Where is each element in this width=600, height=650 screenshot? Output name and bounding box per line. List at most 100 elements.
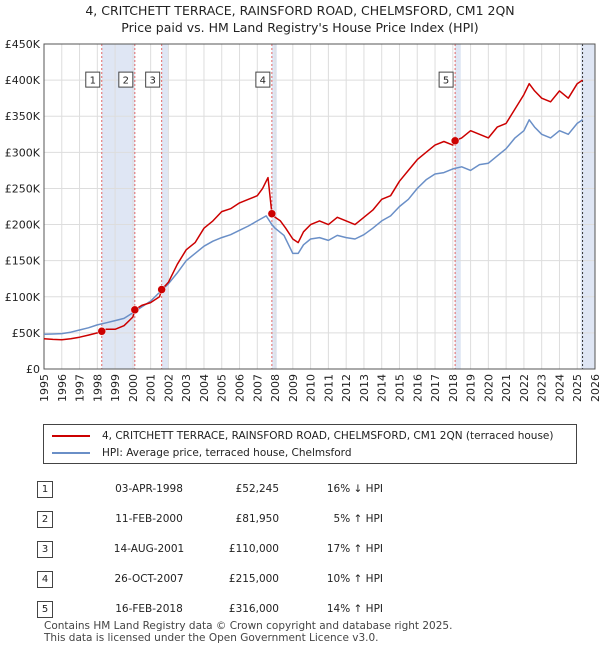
sale-label-number: 1 (90, 76, 96, 87)
sale-label-box (85, 71, 101, 88)
legend-item-hpi: HPI: Average price, terraced house, Chel… (52, 444, 351, 462)
x-tick-label: 2019 (465, 374, 478, 402)
sale-point (130, 305, 140, 315)
shaded-period (580, 44, 595, 369)
y-tick-label: £50K (12, 327, 41, 340)
sale-number: 2 (37, 510, 53, 528)
sales-table: 1 03-APR-1998 £52,245 16% ↓ HPI 2 11-FEB… (37, 474, 383, 624)
sale-price: £110,000 (228, 543, 279, 555)
sale-label-number: 5 (443, 76, 449, 87)
sale-label-box (145, 71, 161, 88)
sale-price: £316,000 (228, 603, 279, 615)
shaded-period (455, 44, 461, 369)
x-tick-label: 2024 (553, 374, 566, 402)
chart-subtitle: Price paid vs. HM Land Registry's House … (121, 20, 479, 35)
sale-date: 11-FEB-2000 (115, 513, 183, 525)
sale-point (97, 327, 107, 336)
legend-label-hpi: HPI: Average price, terraced house, Chel… (102, 447, 352, 459)
sale-label-number: 2 (123, 76, 129, 87)
sale-price: £81,950 (235, 513, 279, 525)
x-tick-label: 2007 (251, 374, 264, 402)
sale-hpi-diff: 14% ↑ HPI (326, 603, 383, 615)
x-tick-label: 1997 (74, 374, 87, 402)
y-tick-label: £400K (5, 74, 41, 87)
y-tick-label: £200K (5, 219, 41, 232)
y-tick-label: £100K (5, 291, 41, 304)
x-tick-label: 2025 (571, 374, 584, 402)
sale-label-number: 3 (149, 76, 155, 87)
table-row: 5 16-FEB-2018 £316,000 14% ↑ HPI (37, 594, 383, 624)
sale-price: £215,000 (228, 573, 279, 585)
table-row: 1 03-APR-1998 £52,245 16% ↓ HPI (37, 474, 383, 504)
x-tick-label: 2006 (234, 374, 247, 402)
x-tick-label: 2023 (536, 374, 549, 402)
shaded-period (161, 44, 169, 369)
y-tick-label: £350K (5, 110, 41, 123)
x-tick-label: 2021 (500, 374, 513, 402)
sale-label-box (255, 71, 271, 88)
x-tick-label: 2012 (340, 374, 353, 402)
sale-point (267, 209, 277, 218)
x-tick-label: 1998 (91, 374, 104, 402)
footer-copyright: Contains HM Land Registry data © Crown c… (44, 620, 453, 632)
sale-date: 26-OCT-2007 (114, 573, 184, 585)
x-tick-label: 2000 (127, 374, 140, 402)
plot-area (44, 44, 595, 369)
sale-number: 1 (37, 480, 53, 498)
x-tick-label: 2017 (429, 374, 442, 402)
sale-number: 3 (37, 540, 53, 558)
legend-swatch-property (52, 435, 90, 437)
x-tick-label: 2020 (482, 374, 495, 402)
x-tick-label: 2001 (145, 374, 158, 402)
x-tick-label: 2003 (180, 374, 193, 402)
sale-label-box (118, 71, 134, 88)
x-tick-label: 2014 (376, 374, 389, 402)
x-tick-label: 2010 (305, 374, 318, 402)
sale-label-number: 4 (260, 76, 266, 87)
x-tick-label: 2013 (358, 374, 371, 402)
table-row: 4 26-OCT-2007 £215,000 10% ↑ HPI (37, 564, 383, 594)
y-tick-label: £150K (5, 255, 41, 268)
legend-item-property: 4, CRITCHETT TERRACE, RAINSFORD ROAD, CH… (52, 427, 553, 445)
sale-hpi-diff: 17% ↑ HPI (326, 543, 383, 555)
legend-swatch-hpi (52, 452, 90, 454)
sale-number: 4 (37, 570, 53, 588)
x-tick-label: 2004 (198, 374, 211, 402)
footer-licence: This data is licensed under the Open Gov… (44, 632, 379, 644)
y-tick-label: £0 (26, 363, 40, 376)
sale-hpi-diff: 5% ↑ HPI (333, 513, 383, 525)
x-tick-label: 1995 (38, 374, 51, 402)
sale-price: £52,245 (235, 483, 279, 495)
sale-hpi-diff: 16% ↓ HPI (326, 483, 383, 495)
x-tick-label: 2008 (269, 374, 282, 402)
sale-label-box (438, 71, 454, 88)
table-row: 2 11-FEB-2000 £81,950 5% ↑ HPI (37, 504, 383, 534)
x-tick-label: 2011 (322, 374, 335, 402)
x-tick-label: 2005 (216, 374, 229, 402)
chart-title: 4, CRITCHETT TERRACE, RAINSFORD ROAD, CH… (85, 3, 515, 18)
plot-frame (43, 43, 596, 370)
sale-date: 14-AUG-2001 (113, 543, 185, 555)
x-tick-label: 2015 (393, 374, 406, 402)
sale-hpi-diff: 10% ↑ HPI (326, 573, 383, 585)
sale-date: 03-APR-1998 (115, 483, 183, 495)
shaded-period (271, 44, 277, 369)
x-tick-label: 1999 (109, 374, 122, 402)
sale-number: 5 (37, 600, 53, 618)
sale-point (157, 285, 166, 294)
x-tick-label: 2002 (162, 374, 175, 402)
table-row: 3 14-AUG-2001 £110,000 17% ↑ HPI (37, 534, 383, 564)
y-tick-label: £300K (5, 146, 41, 159)
sale-point (450, 136, 460, 146)
legend-label-property: 4, CRITCHETT TERRACE, RAINSFORD ROAD, CH… (102, 430, 554, 442)
y-tick-label: £450K (5, 38, 41, 51)
y-tick-label: £250K (5, 182, 41, 195)
sale-date: 16-FEB-2018 (115, 603, 183, 615)
x-tick-label: 2016 (411, 374, 424, 402)
x-tick-label: 2009 (287, 374, 300, 402)
price-chart: £0 £50K £100K £150K £200K £250K £300K £350K £400… (5, 38, 600, 402)
x-tick-label: 2022 (518, 374, 531, 402)
legend: 4, CRITCHETT TERRACE, RAINSFORD ROAD, CH… (43, 424, 577, 464)
x-tick-label: 1996 (56, 374, 69, 402)
x-tick-label: 2026 (589, 374, 600, 402)
